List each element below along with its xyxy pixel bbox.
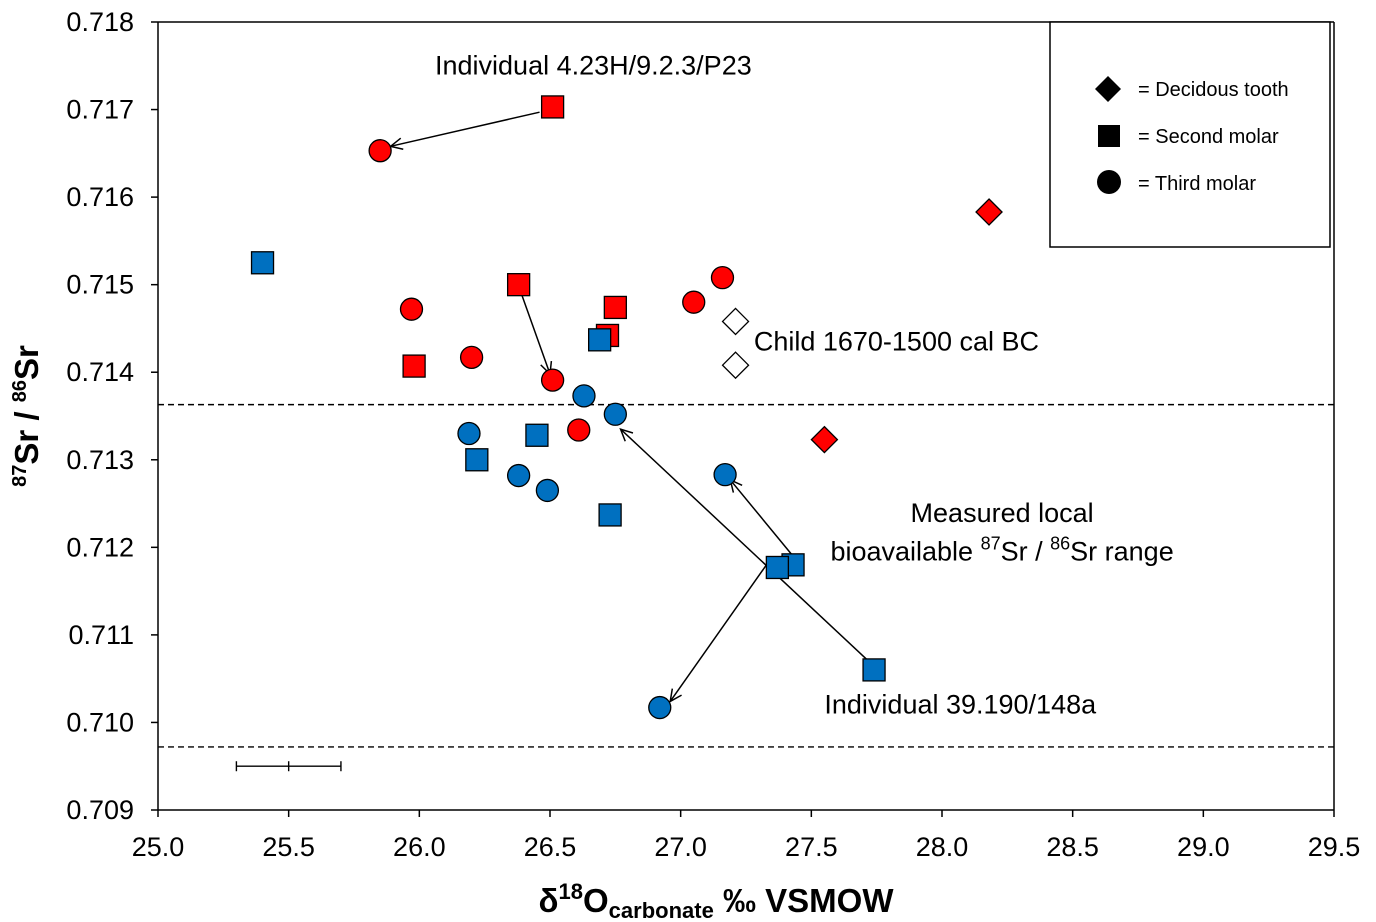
data-point-square [402, 354, 426, 378]
y-tick-label: 0.713 [66, 445, 134, 475]
data-point-diamond [810, 425, 839, 454]
x-tick-label: 28.5 [1046, 832, 1099, 862]
arrow-line [729, 479, 794, 557]
data-point-square [588, 328, 612, 352]
y-tick-label: 0.714 [66, 357, 134, 387]
arrow [669, 560, 771, 703]
data-point-square [765, 555, 790, 580]
y-axis-label-sup2: 86 [9, 380, 31, 402]
x-tick-label: 27.5 [785, 832, 838, 862]
data-point-circle [567, 418, 591, 442]
data-point-circle [648, 695, 672, 720]
legend-label-third-molar: = Third molar [1138, 173, 1256, 195]
annotations: Individual 4.23H/9.2.3/P23 Child 1670-150… [435, 51, 1174, 720]
x-tick-label: 28.0 [916, 832, 969, 862]
x-axis-label-delta: δ [539, 882, 559, 919]
legend-diamond-icon [1095, 76, 1121, 102]
legend-box [1049, 21, 1331, 248]
y-tick-label: 0.715 [66, 270, 134, 300]
data-point-square [525, 423, 549, 447]
y-tick-label: 0.718 [66, 7, 134, 37]
data-point-circle [457, 421, 481, 446]
arrow-line [390, 111, 540, 148]
legend-circle-icon [1097, 170, 1121, 194]
y-tick-label: 0.710 [66, 707, 134, 737]
x-axis-label-main: O [583, 882, 609, 919]
data-point-circle [603, 402, 627, 426]
data-point-circle [682, 290, 706, 314]
arrow-head [619, 427, 634, 442]
y-axis-label-sup1: 87 [9, 465, 31, 487]
data-point-square [603, 295, 627, 320]
arrow-head [669, 688, 682, 703]
x-tick-label: 27.0 [654, 832, 707, 862]
annotation-text: Individual 39.190/148a [824, 690, 1097, 720]
axis-ticks: 25.0 25.5 26.0 26.5 27.0 27.5 28.0 28.5 29.0 29.5… [66, 7, 1360, 862]
x-tick-label: 26.0 [393, 832, 446, 862]
data-point-circle [713, 463, 737, 487]
data-point-circle [506, 463, 531, 488]
y-tick-label: 0.712 [66, 532, 134, 562]
x-tick-label: 29.0 [1177, 832, 1230, 862]
annotation-range-label-part: 87 [981, 533, 1001, 553]
data-point-diamond [721, 351, 750, 380]
data-point-square [506, 273, 531, 297]
y-tick-label: 0.709 [66, 795, 134, 825]
y-axis-label: 87Sr / 86Sr [8, 345, 45, 487]
x-tick-label: 29.5 [1308, 832, 1361, 862]
annotation-range-label-part: 86 [1050, 533, 1070, 553]
data-point-square [598, 503, 622, 527]
x-tick-label: 26.5 [524, 832, 577, 862]
error-bar [235, 761, 342, 772]
y-tick-label: 0.716 [66, 182, 134, 212]
legend-label-second-molar: = Second molar [1138, 126, 1279, 148]
annotation-text: Individual 4.23H/9.2.3/P23 [435, 51, 752, 81]
data-point-circle [572, 384, 596, 408]
y-tick-label: 0.711 [68, 620, 134, 650]
data-point-circle [399, 297, 424, 321]
x-tick-label: 25.0 [132, 832, 185, 862]
data-point-square [250, 251, 275, 275]
legend-label-decidous: = Decidous tooth [1138, 79, 1289, 101]
x-axis-label-sup: 18 [559, 879, 583, 904]
data-point-circle [540, 368, 565, 392]
data-point-square [465, 448, 489, 472]
arrow-line [520, 293, 551, 375]
arrow [619, 427, 872, 665]
y-tick-label: 0.717 [66, 95, 134, 125]
arrows [388, 111, 872, 703]
annotation-range-label-part: bioavailable [830, 536, 980, 566]
data-point-circle [459, 345, 484, 369]
data-point-square [862, 658, 886, 682]
annotation-range-label-part: Sr / [1001, 536, 1051, 566]
arrow-line [669, 560, 771, 702]
x-axis-label-rest: ‰ VSMOW [714, 882, 895, 919]
y-axis-label-main2: Sr [8, 345, 45, 380]
data-points [250, 95, 1003, 720]
data-point-square [540, 95, 565, 119]
data-point-diamond [721, 307, 750, 336]
annotation-range-label-part: Sr range [1070, 536, 1174, 566]
legend-square-icon [1098, 125, 1120, 147]
y-axis-label-main1: Sr / [8, 402, 45, 464]
annotation-text: Measured local [911, 498, 1094, 528]
legend: = Decidous tooth = Second molar = Third … [1049, 21, 1331, 248]
annotation-range-label: bioavailable 87Sr / 86Sr range [830, 533, 1173, 566]
x-axis-label-sub: carbonate [609, 898, 714, 922]
local-range-lines [158, 403, 1334, 748]
data-point-circle [368, 139, 392, 163]
x-tick-label: 25.5 [262, 832, 315, 862]
data-point-circle [710, 266, 735, 290]
data-point-circle [535, 478, 560, 503]
x-axis-label: δ18Ocarbonate ‰ VSMOW [539, 879, 895, 922]
arrow-line [620, 428, 872, 665]
annotation-text: Child 1670-1500 cal BC [754, 326, 1039, 356]
data-point-diamond [975, 198, 1003, 226]
